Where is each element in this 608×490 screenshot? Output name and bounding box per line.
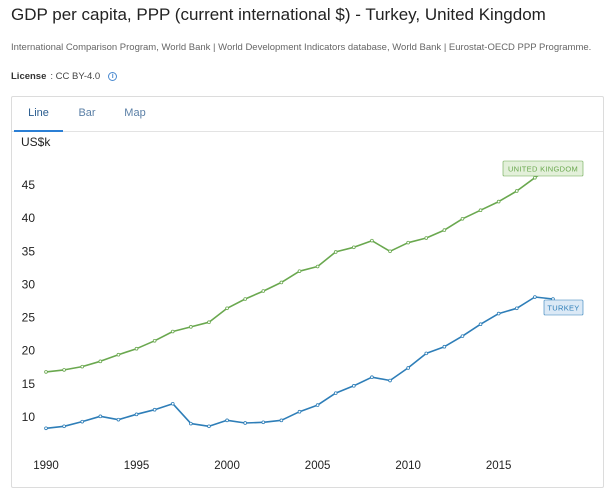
tab-map[interactable]: Map xyxy=(124,107,146,119)
data-point-united-kingdom xyxy=(98,359,103,364)
data-point-united-kingdom xyxy=(315,264,320,269)
data-point-turkey xyxy=(424,351,429,356)
license-line: License : CC BY-4.0 i xyxy=(11,71,118,82)
data-point-united-kingdom xyxy=(424,236,429,240)
data-point-united-kingdom xyxy=(80,364,85,369)
data-point-united-kingdom xyxy=(243,297,247,301)
data-point-turkey xyxy=(98,414,103,419)
data-point-turkey xyxy=(460,334,465,338)
data-point-turkey xyxy=(207,424,211,429)
data-point-turkey xyxy=(352,384,356,388)
data-point-turkey xyxy=(333,391,338,395)
series-label-turkey: TURKEY xyxy=(547,304,579,313)
x-tick-label: 1995 xyxy=(124,460,150,472)
tab-line[interactable]: Line xyxy=(14,97,63,132)
data-point-turkey xyxy=(496,311,501,316)
data-point-united-kingdom xyxy=(170,329,175,334)
source-text: International Comparison Program, World … xyxy=(11,42,592,53)
data-point-turkey xyxy=(152,407,157,412)
data-point-united-kingdom xyxy=(406,240,410,245)
data-point-united-kingdom xyxy=(514,189,519,193)
x-tick-label: 2005 xyxy=(305,460,331,472)
y-axis-unit: US$k xyxy=(21,135,51,149)
data-point-turkey xyxy=(243,421,247,425)
data-point-united-kingdom xyxy=(388,249,392,254)
data-point-united-kingdom xyxy=(370,238,374,243)
data-point-turkey xyxy=(388,378,392,383)
data-point-united-kingdom xyxy=(460,217,465,221)
data-point-united-kingdom xyxy=(297,269,302,273)
data-point-united-kingdom xyxy=(134,346,139,351)
x-tick-label: 2000 xyxy=(214,460,240,472)
series-line-turkey xyxy=(45,296,554,430)
data-point-united-kingdom xyxy=(225,306,229,311)
data-point-united-kingdom xyxy=(116,352,121,357)
data-point-turkey xyxy=(44,426,48,431)
data-point-turkey xyxy=(116,417,121,422)
data-point-turkey xyxy=(170,401,175,406)
y-tick-label: 25 xyxy=(22,311,36,325)
data-point-united-kingdom xyxy=(152,338,157,343)
info-icon[interactable]: i xyxy=(108,72,118,81)
y-tick-label: 45 xyxy=(22,178,36,192)
data-point-united-kingdom xyxy=(279,280,284,285)
data-point-turkey xyxy=(315,403,320,407)
data-point-turkey xyxy=(514,306,519,311)
data-point-united-kingdom xyxy=(533,175,537,180)
data-point-united-kingdom xyxy=(478,208,483,212)
y-tick-label: 35 xyxy=(22,244,36,258)
y-tick-label: 15 xyxy=(22,377,36,391)
data-point-united-kingdom xyxy=(333,250,338,254)
data-point-turkey xyxy=(225,418,229,423)
x-tick-label: 2010 xyxy=(395,460,421,472)
y-tick-label: 40 xyxy=(22,211,36,225)
y-tick-label: 30 xyxy=(22,277,36,291)
series-label-box-turkey xyxy=(543,299,584,316)
data-point-united-kingdom xyxy=(442,228,447,232)
data-point-turkey xyxy=(279,418,284,423)
data-point-turkey xyxy=(297,409,302,414)
data-point-turkey xyxy=(62,424,66,429)
data-point-turkey xyxy=(134,412,139,417)
license-value: : CC BY-4.0 xyxy=(50,71,101,82)
data-point-united-kingdom xyxy=(352,245,356,250)
data-point-turkey xyxy=(370,375,374,380)
data-point-united-kingdom xyxy=(496,199,501,204)
page-title: GDP per capita, PPP (current internation… xyxy=(11,5,546,24)
x-tick-label: 2015 xyxy=(486,460,512,472)
data-point-united-kingdom xyxy=(44,370,48,374)
series-label-united-kingdom: UNITED KINGDOM xyxy=(508,165,578,174)
series-label-box-united-kingdom xyxy=(502,160,584,177)
data-point-turkey xyxy=(533,295,537,299)
y-tick-label: 10 xyxy=(22,410,36,424)
series-line-united-kingdom xyxy=(45,164,554,373)
data-point-turkey xyxy=(478,322,483,327)
data-point-united-kingdom xyxy=(189,325,193,329)
data-point-turkey xyxy=(189,421,193,426)
x-tick-label: 1990 xyxy=(33,460,59,472)
tab-bar[interactable]: Bar xyxy=(78,107,96,119)
data-point-united-kingdom xyxy=(207,320,211,325)
data-point-turkey xyxy=(406,366,410,370)
data-point-turkey xyxy=(442,344,447,349)
data-point-united-kingdom xyxy=(62,368,66,372)
data-point-turkey xyxy=(261,420,266,425)
data-point-united-kingdom xyxy=(261,289,266,293)
data-point-turkey xyxy=(80,419,85,424)
chart-tabs: Line Bar Map xyxy=(12,97,603,132)
license-label: License xyxy=(11,71,47,82)
y-tick-label: 20 xyxy=(22,344,36,358)
